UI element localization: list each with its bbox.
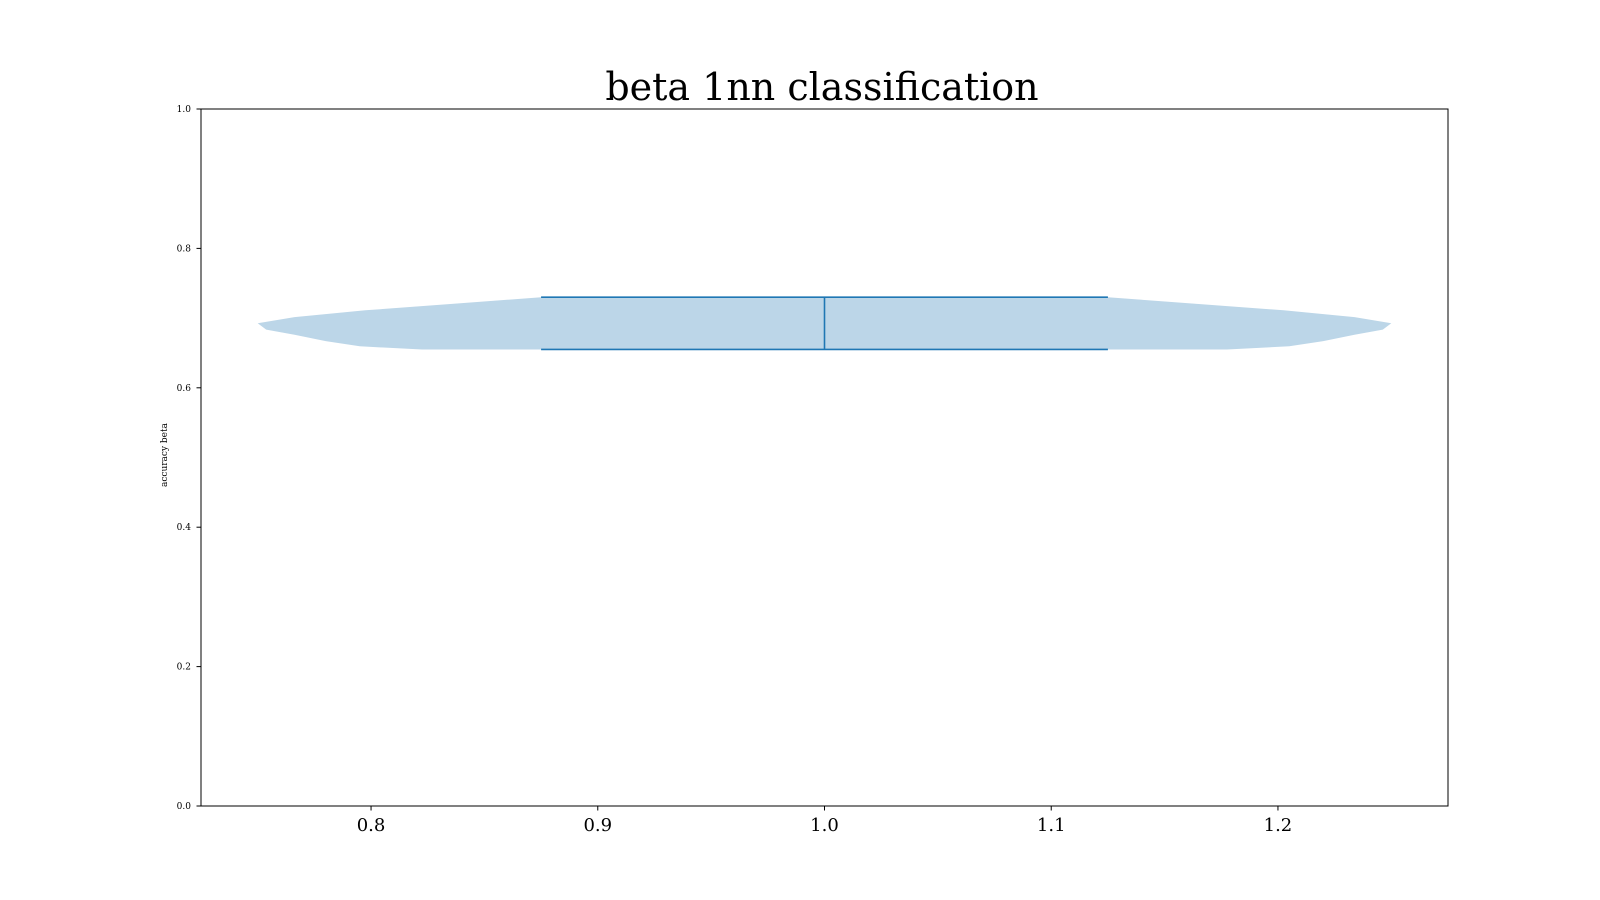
y-tick-label-3: 0.6 [177,384,192,394]
plot-frame [200,108,1449,807]
y-tick-label-0: 0.0 [177,802,192,812]
y-tick-label-2: 0.4 [177,523,192,533]
y-tick-label-5: 1.0 [177,105,192,115]
plot-area [257,296,1392,351]
x-tick-label-4: 1.2 [1264,815,1293,836]
x-tick-label-2: 1.0 [810,815,839,836]
y-tick-label-1: 0.2 [177,663,191,673]
y-tick-label-4: 0.8 [177,244,192,254]
axes: 0.8 0.9 1.0 1.1 1.2 0.0 0.2 0.4 0.6 0.8 1.0 [177,105,1293,836]
y-axis-label: accuracy beta [160,422,170,487]
x-tick-label-1: 0.9 [583,815,612,836]
x-tick-label-0: 0.8 [357,815,386,836]
chart-title: beta 1nn classification [605,65,1038,109]
x-tick-label-3: 1.1 [1037,815,1066,836]
